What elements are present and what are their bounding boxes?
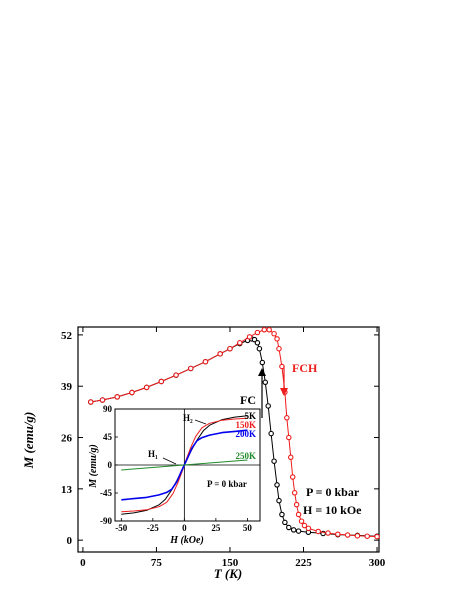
fch-point bbox=[87, 399, 94, 405]
fch-point bbox=[254, 329, 261, 336]
fch-point bbox=[298, 518, 305, 524]
fch-point bbox=[344, 532, 351, 538]
inset-x-tick-label: -25 bbox=[147, 523, 159, 533]
main-y-axis-label: M (emu/g) bbox=[21, 412, 36, 470]
fch-point bbox=[217, 351, 223, 357]
fc-point bbox=[259, 359, 266, 366]
main-y-tick-label: 0 bbox=[67, 535, 73, 547]
inset-y-tick-label: 90 bbox=[103, 404, 113, 414]
main-y-tick-label: 52 bbox=[61, 330, 73, 342]
fch-point bbox=[289, 474, 296, 480]
fc-point bbox=[276, 497, 282, 504]
inset-x-tick-label: 0 bbox=[182, 523, 187, 533]
fch-point bbox=[246, 334, 253, 340]
fc-point bbox=[268, 430, 274, 437]
fch-point bbox=[266, 327, 272, 333]
inset-curve-250k bbox=[121, 459, 248, 471]
fch-point bbox=[261, 327, 268, 333]
fch-point bbox=[143, 384, 150, 391]
inset-y-axis-label: M (emu/g) bbox=[88, 444, 99, 489]
fch-point bbox=[202, 358, 209, 365]
fch-point bbox=[99, 397, 106, 403]
inset-y-tick-label: -90 bbox=[100, 516, 112, 526]
main-y-tick-label: 13 bbox=[61, 484, 73, 496]
inset-x-axis-label: H (kOe) bbox=[169, 535, 204, 546]
fc-point bbox=[256, 345, 263, 352]
pressure-annotation: P = 0 kbar bbox=[306, 485, 360, 499]
main-y-tick-label: 26 bbox=[61, 433, 73, 445]
fch-point bbox=[129, 389, 135, 396]
fch-point bbox=[274, 336, 280, 342]
fc-annotation: FC bbox=[240, 393, 256, 407]
main-x-tick-label: 225 bbox=[295, 557, 312, 569]
fch-point bbox=[288, 454, 294, 461]
field-annotation: H = 10 kOe bbox=[303, 503, 362, 517]
fch-point bbox=[374, 533, 380, 540]
fch-point bbox=[188, 365, 194, 372]
h2-arrow bbox=[194, 419, 207, 425]
fch-point bbox=[354, 533, 361, 539]
fch-point bbox=[276, 345, 282, 352]
inset-legend-150k: 150K bbox=[235, 420, 256, 430]
inset-y-tick-label: 0 bbox=[108, 460, 113, 470]
fch-point bbox=[301, 522, 308, 529]
fch-point bbox=[315, 528, 321, 535]
fc-point bbox=[254, 340, 261, 346]
main-plot-frame bbox=[77, 326, 380, 553]
fc-point bbox=[279, 511, 285, 518]
inset-y-tick-label: -45 bbox=[100, 488, 112, 498]
fc-arrowhead bbox=[258, 368, 266, 376]
fch-point bbox=[293, 501, 300, 508]
h1-annotation: H₁ bbox=[148, 449, 158, 459]
fch-point bbox=[364, 533, 370, 539]
main-y-tick-label: 39 bbox=[61, 381, 73, 393]
fch-point bbox=[284, 415, 290, 421]
fch-point bbox=[295, 511, 302, 518]
inset-x-tick-label: 25 bbox=[211, 523, 221, 533]
fc-point bbox=[251, 336, 258, 343]
fc-point bbox=[286, 524, 292, 531]
main-x-tick-label: 150 bbox=[222, 557, 239, 569]
inset-legend-5k: 5K bbox=[244, 411, 256, 421]
fch-point bbox=[114, 394, 120, 400]
fch-point bbox=[305, 525, 312, 532]
fch-point bbox=[227, 345, 233, 352]
fch-point bbox=[271, 330, 277, 337]
fch-point bbox=[286, 434, 292, 441]
fc-point bbox=[274, 482, 280, 488]
fch-point bbox=[173, 372, 179, 378]
main-x-axis-label: T (K) bbox=[214, 566, 243, 581]
inset-x-tick-label: 50 bbox=[243, 523, 253, 533]
fc-point bbox=[290, 527, 297, 533]
main-x-tick-label: 75 bbox=[151, 557, 163, 569]
main-x-tick-label: 300 bbox=[369, 557, 386, 569]
fc-point bbox=[295, 528, 302, 534]
fch-point bbox=[237, 340, 243, 346]
h1-arrow bbox=[162, 457, 177, 465]
fch-point bbox=[291, 490, 298, 496]
inset-pressure-annotation: P = 0 kbar bbox=[207, 479, 247, 489]
inset-legend-250k: 250K bbox=[235, 451, 256, 461]
main-x-tick-label: 0 bbox=[80, 557, 86, 569]
fch-arrowhead bbox=[280, 388, 288, 396]
h2-annotation: H₂ bbox=[183, 413, 193, 423]
fch-point bbox=[325, 530, 331, 536]
fch-point bbox=[158, 378, 165, 385]
inset-x-tick-label: -50 bbox=[115, 523, 127, 533]
fc-point bbox=[271, 458, 277, 464]
fc-point bbox=[265, 403, 271, 409]
inset-y-tick-label: 45 bbox=[103, 432, 113, 442]
fch-annotation: FCH bbox=[292, 361, 318, 375]
fc-point bbox=[282, 519, 288, 526]
fch-point bbox=[335, 531, 341, 537]
fc-point bbox=[262, 379, 269, 386]
inset-legend-200k: 200K bbox=[235, 429, 256, 439]
